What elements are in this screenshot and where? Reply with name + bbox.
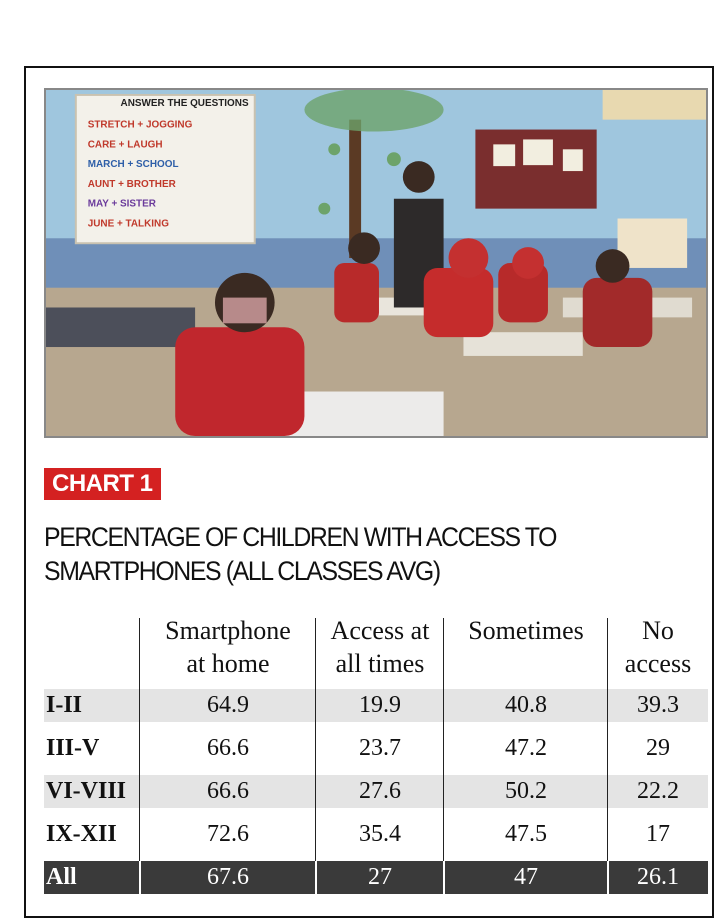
classroom-illustration: ANSWER THE QUESTIONS STRETCH + JOGGING C…: [46, 90, 706, 436]
row-label: I-II: [46, 692, 83, 718]
data-table: Smartphone at home Access at all times Somet…: [44, 614, 708, 902]
table-cell: 27: [368, 864, 392, 890]
row-bg: [44, 818, 708, 851]
wall-board-text: ANSWER THE QUESTIONS STRETCH + JOGGING C…: [88, 98, 249, 230]
column-header-line: at home: [186, 649, 270, 678]
table-cell: 23.7: [359, 735, 401, 761]
total-row-separator: [139, 861, 141, 894]
table-cell: 17: [646, 821, 670, 847]
table-cell: 50.2: [505, 778, 547, 804]
chart-title-line: PERCENTAGE OF CHILDREN WITH ACCESS TO: [44, 522, 557, 552]
column-separator: [315, 618, 316, 891]
total-row-separator: [607, 861, 609, 894]
row-label: III-V: [46, 735, 100, 761]
column-header-line: all times: [335, 649, 425, 678]
chart-title-line: SMARTPHONES (ALL CLASSES AVG): [44, 556, 441, 586]
column-header: No access: [608, 614, 708, 686]
total-row-separator: [315, 861, 317, 894]
table-cell: 26.1: [637, 864, 679, 890]
svg-text:AUNT + BROTHER: AUNT + BROTHER: [88, 179, 176, 190]
row-label: VI-VIII: [46, 778, 127, 804]
svg-text:JUNE + TALKING: JUNE + TALKING: [88, 218, 170, 229]
classroom-photo: ANSWER THE QUESTIONS STRETCH + JOGGING C…: [44, 88, 708, 438]
column-header-line: No: [642, 616, 674, 645]
svg-text:STRETCH + JOGGING: STRETCH + JOGGING: [88, 120, 193, 131]
svg-text:ANSWER THE QUESTIONS: ANSWER THE QUESTIONS: [121, 98, 249, 109]
table-cell: 72.6: [207, 821, 249, 847]
chart-card: ANSWER THE QUESTIONS STRETCH + JOGGING C…: [24, 66, 714, 918]
chart-title: PERCENTAGE OF CHILDREN WITH ACCESS TO SM…: [44, 520, 633, 588]
table-cell: 39.3: [637, 692, 679, 718]
row-label: IX-XII: [46, 821, 117, 847]
column-header-line: Smartphone: [165, 616, 291, 645]
table-cell: 64.9: [207, 692, 249, 718]
column-header-line: access: [624, 649, 692, 678]
row-bg: [44, 732, 708, 765]
table-cell: 47: [514, 864, 538, 890]
column-separator: [443, 618, 444, 891]
row-bg: [44, 689, 708, 722]
column-header: Smartphone at home: [140, 614, 316, 686]
column-header: Access at all times: [316, 614, 444, 686]
table-cell: 27.6: [359, 778, 401, 804]
table-cell: 66.6: [207, 778, 249, 804]
total-row-separator: [443, 861, 445, 894]
column-header: Sometimes: [444, 614, 608, 686]
total-row-bg: [44, 861, 708, 894]
chart-badge: CHART 1: [44, 468, 161, 500]
table-cell: 22.2: [637, 778, 679, 804]
column-header-line: Access at: [330, 616, 430, 645]
svg-text:CARE + LAUGH: CARE + LAUGH: [88, 139, 163, 150]
table-cell: 47.2: [505, 735, 547, 761]
table-cell: 40.8: [505, 692, 547, 718]
column-header-line: Sometimes: [468, 616, 584, 645]
row-label: All: [46, 864, 77, 890]
table-cell: 66.6: [207, 735, 249, 761]
table-cell: 19.9: [359, 692, 401, 718]
wall-board: [74, 93, 256, 245]
column-separator: [139, 618, 140, 891]
table-cell: 29: [646, 735, 670, 761]
table-cell: 47.5: [505, 821, 547, 847]
column-separator: [607, 618, 608, 891]
svg-text:MAY + SISTER: MAY + SISTER: [88, 199, 156, 210]
table-cell: 67.6: [207, 864, 249, 890]
table-cell: 35.4: [359, 821, 401, 847]
row-bg: [44, 775, 708, 808]
svg-text:MARCH + SCHOOL: MARCH + SCHOOL: [88, 159, 179, 170]
